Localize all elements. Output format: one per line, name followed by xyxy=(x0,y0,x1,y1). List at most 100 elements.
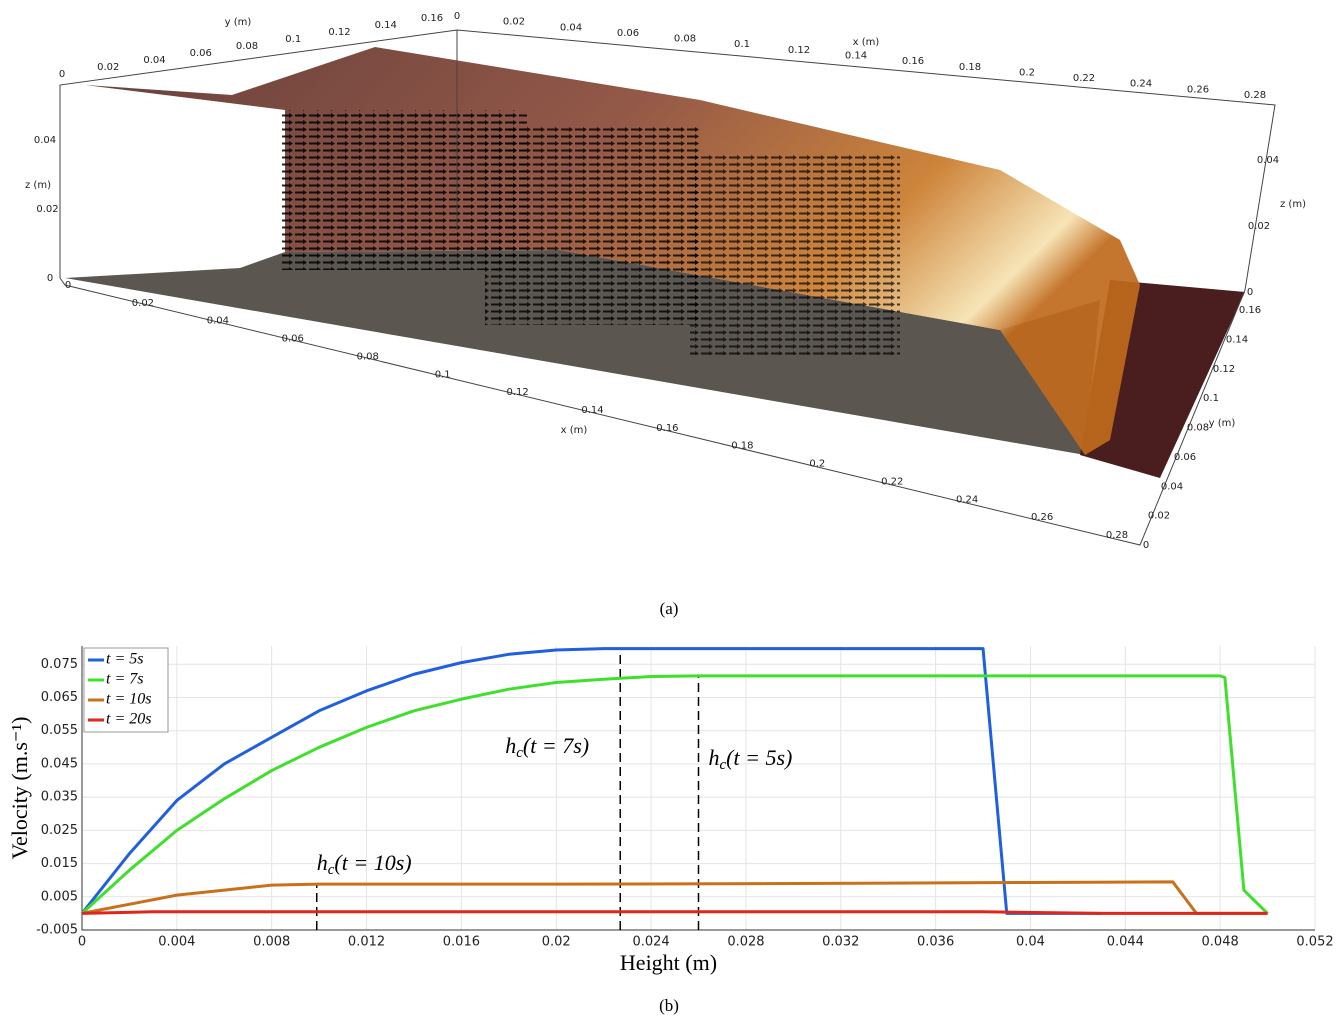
x-tick-label: 0.028 xyxy=(727,935,764,950)
caption: (a) xyxy=(660,599,679,618)
tick-label: 0 xyxy=(65,280,71,291)
tick-label: 0.12 xyxy=(1213,364,1235,375)
annotation-text: c xyxy=(328,863,335,879)
tick-label: 0.14 xyxy=(1226,334,1248,345)
annotation: hc(t = 10s) xyxy=(317,850,412,878)
x-tick-label: 0.044 xyxy=(1107,935,1144,950)
tick-label: 0.26 xyxy=(1187,84,1209,95)
annotation-text: (t = 7s) xyxy=(523,733,589,758)
tick-label: 0.1 xyxy=(435,369,451,380)
tick-label: 0.02 xyxy=(1148,511,1170,522)
tick-label: 0.04 xyxy=(34,135,56,146)
tick-label: 0.16 xyxy=(656,423,678,434)
tick-label: 0.08 xyxy=(1187,423,1209,434)
legend-box xyxy=(83,647,169,733)
box-edge xyxy=(59,29,1276,546)
tick-label: 0.22 xyxy=(1073,73,1095,84)
tick-label: 0.24 xyxy=(1130,79,1152,90)
tick-label: 0 xyxy=(47,273,53,284)
tick-label: 0 xyxy=(1247,287,1253,298)
tick-label: 0.12 xyxy=(506,387,528,398)
annotation-text: h xyxy=(317,850,328,875)
annotation-text: c xyxy=(720,757,727,773)
tick-label: 0.28 xyxy=(1106,530,1128,541)
annotation-text: (t = 10s) xyxy=(334,850,411,875)
tick-label: 0.04 xyxy=(560,22,582,33)
y-tick-label: 0.075 xyxy=(41,657,78,672)
tick-label: 0.12 xyxy=(328,27,350,38)
legend-label: t = 5s xyxy=(106,651,143,668)
tick-label: 0.08 xyxy=(236,41,258,52)
annotation-text: h xyxy=(709,745,720,770)
x-tick-label: 0.024 xyxy=(632,935,669,950)
tick-label: 0.06 xyxy=(190,48,212,59)
y-axis-label: Velocity (m.s⁻¹) xyxy=(7,717,32,860)
tick-label: 0.02 xyxy=(503,17,525,28)
legend-label: t = 10s xyxy=(106,691,151,708)
tick-label: 0.1 xyxy=(1203,393,1219,404)
axis xyxy=(81,646,1315,931)
velocity-arrows xyxy=(690,155,900,355)
line xyxy=(81,910,1268,915)
tick-label: 0 xyxy=(454,11,460,22)
chart: -0.005 0.005 0.015 0.025 0.035 0.045 0.055 0.06… xyxy=(7,646,1334,975)
x-tick-label: 0.004 xyxy=(158,935,195,950)
tick-label: 0.14 xyxy=(581,405,603,416)
x-tick-label: 0.016 xyxy=(443,935,480,950)
tick-label: 0.2 xyxy=(809,459,825,470)
tick-label: 0.18 xyxy=(731,441,753,452)
y-tick-label: 0.035 xyxy=(41,790,78,805)
tick-label: 0.04 xyxy=(1257,155,1279,166)
y-tick-label: 0.045 xyxy=(41,756,78,771)
y-tick-label: -0.005 xyxy=(36,923,78,938)
line xyxy=(80,647,1102,915)
tick-label: 0.08 xyxy=(357,351,379,362)
x-tick-label: 0.052 xyxy=(1296,935,1333,950)
x-tick-label: 0.032 xyxy=(822,935,859,950)
annotation-text: h xyxy=(505,733,516,758)
tick-label: 0.02 xyxy=(97,62,119,73)
x-tick-label: 0.02 xyxy=(542,935,571,950)
tick-label: 0.12 xyxy=(788,45,810,56)
tick-label: 0.2 xyxy=(1019,67,1035,78)
tick-label: 0.1 xyxy=(285,34,301,45)
tick-label: 0.02 xyxy=(132,298,154,309)
tick-label: 0.18 xyxy=(959,62,981,73)
axis-label: y (m) xyxy=(1209,418,1236,429)
y-tick-label: 0.015 xyxy=(41,856,78,871)
axis-label: z (m) xyxy=(1280,199,1306,210)
line xyxy=(81,880,1268,915)
x-axis-label: Height (m) xyxy=(620,950,717,975)
tick-label: 0.04 xyxy=(207,316,229,327)
tick-label: 0.14 xyxy=(375,20,397,31)
tick-label: 0.02 xyxy=(36,204,58,215)
y-tick-label: 0.005 xyxy=(41,889,78,904)
tick-label: 0 xyxy=(1143,540,1149,551)
tick-label: 0.02 xyxy=(1248,221,1270,232)
velocity-arrows xyxy=(485,125,700,325)
axis-label: x (m) xyxy=(561,425,588,436)
tick-label: 0.16 xyxy=(421,13,443,24)
tick-label: 0.06 xyxy=(617,28,639,39)
x-tick-label: 0.036 xyxy=(917,935,954,950)
tick-label: 0 xyxy=(59,69,65,80)
tick-label: 0.06 xyxy=(1174,452,1196,463)
tick-label: 0.28 xyxy=(1244,90,1266,101)
legend-label: t = 20s xyxy=(106,711,151,728)
tick-label: 0.26 xyxy=(1031,512,1053,523)
tick-label: 0.24 xyxy=(956,494,978,505)
render-3d xyxy=(59,29,1276,546)
x-tick-label: 0.04 xyxy=(1016,935,1045,950)
x-tick-label: 0 xyxy=(78,935,86,950)
tick-label: 0.16 xyxy=(902,56,924,67)
annotation: hc(t = 7s) xyxy=(505,733,589,761)
annotation-text: (t = 5s) xyxy=(726,745,792,770)
axis-label: z (m) xyxy=(25,180,51,191)
legend-label: t = 7s xyxy=(106,671,143,688)
tick-label: 0.08 xyxy=(674,34,696,45)
line xyxy=(80,674,1269,915)
tick-label: 0.04 xyxy=(143,55,165,66)
tick-label: 0.04 xyxy=(1161,481,1183,492)
annotation: hc(t = 5s) xyxy=(709,745,793,773)
